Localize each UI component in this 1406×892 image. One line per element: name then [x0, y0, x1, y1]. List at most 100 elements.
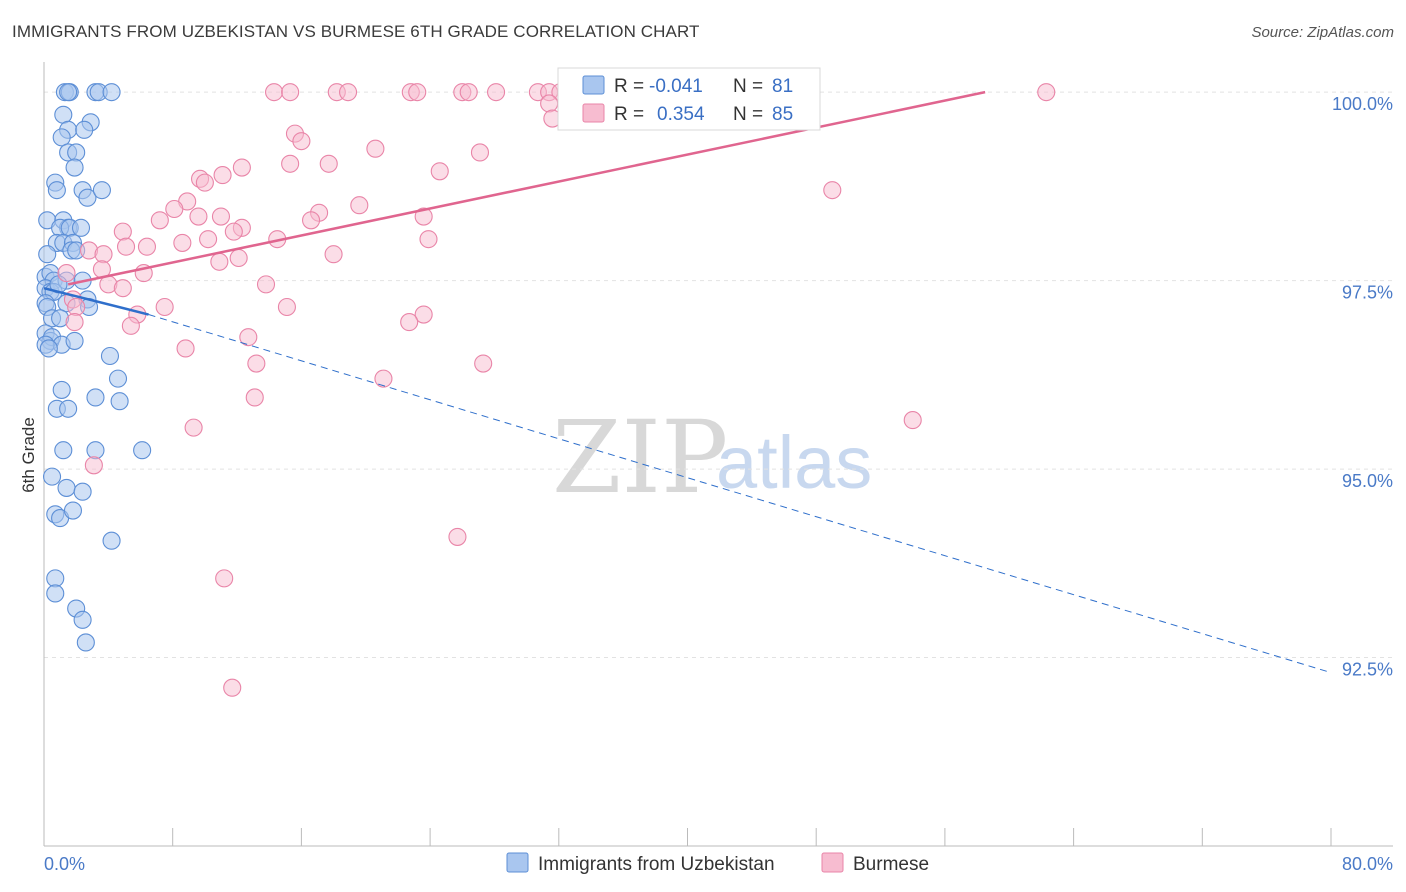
- burmese-point-0: [265, 83, 284, 102]
- burmese-point-16: [1037, 83, 1056, 102]
- watermark-zip: ZIP: [552, 399, 728, 516]
- uzbek-point-64: [42, 467, 62, 486]
- uzbek-point-24: [71, 218, 91, 237]
- series-legend: Immigrants from Uzbekistan Burmese: [506, 852, 929, 875]
- burmese-point-21: [366, 139, 385, 158]
- y-tick-labels: 100.0% 97.5% 95.0% 92.5%: [1332, 94, 1393, 679]
- uzbek-point-5: [102, 83, 121, 102]
- watermark-atlas: atlas: [716, 421, 872, 504]
- burmese-point-78: [448, 527, 467, 546]
- source-credit: Source: ZipAtlas.com: [1251, 24, 1394, 41]
- x-tick-left: 0.0%: [44, 854, 85, 874]
- uzbek-point-56: [52, 380, 71, 399]
- burmese-point-33: [165, 199, 184, 219]
- uzbek-point-66: [73, 482, 92, 501]
- uzbek-point-28: [38, 245, 57, 264]
- legend-burmese-label: Burmese: [853, 854, 929, 875]
- uzbek-point-51: [65, 331, 84, 350]
- burmese-point-24: [232, 158, 251, 177]
- burmese-point-32: [350, 196, 369, 215]
- burmese-point-59: [113, 279, 132, 298]
- burmese-point-26: [430, 162, 449, 181]
- uzbek-r-label: R =: [614, 76, 644, 97]
- uzbek-point-55: [108, 369, 128, 388]
- burmese-point-49: [137, 237, 157, 256]
- burmese-point-45: [199, 230, 218, 249]
- burmese-n-label: N =: [733, 104, 763, 125]
- burmese-point-27: [213, 166, 232, 185]
- burmese-point-20: [292, 132, 311, 151]
- burmese-point-50: [94, 245, 113, 264]
- uzbek-point-69: [63, 501, 83, 520]
- burmese-point-25: [281, 154, 300, 173]
- uzbek-point-15: [47, 181, 66, 200]
- uzbek-point-65: [57, 478, 76, 497]
- uzbek-point-72: [46, 584, 65, 603]
- uzbek-swatch: [582, 75, 605, 95]
- burmese-point-62: [155, 297, 174, 317]
- burmese-trend-solid: [67, 90, 986, 286]
- uzbek-point-70: [102, 531, 121, 550]
- grid-lines: [44, 91, 1393, 659]
- burmese-point-79: [215, 569, 234, 588]
- burmese-point-74: [245, 388, 264, 407]
- uzbek-point-62: [86, 441, 105, 460]
- burmese-point-73: [374, 369, 393, 388]
- burmese-point-1: [281, 83, 300, 102]
- burmese-point-17: [540, 94, 559, 113]
- uzbek-r-value: -0.041: [649, 76, 703, 97]
- x-ticks: [43, 828, 1332, 846]
- uzbek-point-63: [133, 441, 152, 460]
- burmese-point-23: [319, 154, 338, 173]
- burmese-point-42: [113, 222, 132, 241]
- uzbek-points: [36, 83, 152, 652]
- burmese-point-52: [210, 252, 229, 271]
- uzbek-point-74: [73, 610, 92, 629]
- legend-burmese-swatch: [821, 852, 844, 873]
- axes: [43, 62, 1393, 847]
- burmese-point-34: [211, 207, 231, 226]
- burmese-point-38: [189, 207, 208, 226]
- legend-uzbek-label: Immigrants from Uzbekistan: [538, 854, 775, 875]
- burmese-points: [57, 83, 1056, 697]
- uzbek-point-61: [54, 441, 73, 460]
- burmese-point-71: [247, 354, 266, 373]
- uzbek-point-60: [110, 392, 129, 411]
- uzbek-point-71: [46, 569, 65, 588]
- burmese-point-8: [487, 83, 506, 102]
- trend-lines: [43, 90, 1332, 674]
- chart-title: IMMIGRANTS FROM UZBEKISTAN VS BURMESE 6T…: [12, 22, 700, 41]
- uzbek-trend-dashed: [148, 314, 1332, 674]
- uzbek-point-2: [59, 83, 78, 102]
- burmese-point-65: [414, 305, 433, 324]
- burmese-point-67: [65, 313, 84, 332]
- y-tick-label-0: 100.0%: [1332, 94, 1393, 114]
- burmese-point-69: [239, 328, 258, 347]
- burmese-point-56: [57, 264, 76, 283]
- burmese-point-77: [84, 456, 103, 475]
- burmese-point-63: [277, 297, 296, 317]
- uzbek-point-54: [100, 346, 120, 366]
- uzbek-point-18: [92, 181, 111, 200]
- burmese-n-value: 85: [772, 104, 793, 125]
- y-tick-label-3: 92.5%: [1342, 660, 1393, 680]
- uzbek-point-58: [59, 399, 78, 418]
- y-axis-label: 6th Grade: [19, 417, 38, 493]
- burmese-point-80: [223, 678, 242, 697]
- uzbek-point-6: [54, 105, 73, 124]
- burmese-point-66: [400, 313, 419, 332]
- burmese-point-44: [173, 233, 192, 252]
- burmese-point-51: [324, 245, 343, 264]
- burmese-point-43: [419, 230, 438, 249]
- burmese-swatch: [582, 103, 605, 123]
- uzbek-point-75: [76, 633, 95, 652]
- y-tick-label-1: 97.5%: [1342, 283, 1393, 303]
- uzbek-n-value: 81: [772, 76, 793, 97]
- burmese-point-29: [195, 173, 214, 192]
- legend-uzbek-swatch: [506, 852, 529, 873]
- uzbek-n-label: N =: [733, 76, 763, 97]
- uzbek-point-59: [86, 388, 105, 407]
- uzbek-trend-solid: [43, 286, 149, 316]
- burmese-point-36: [414, 207, 433, 226]
